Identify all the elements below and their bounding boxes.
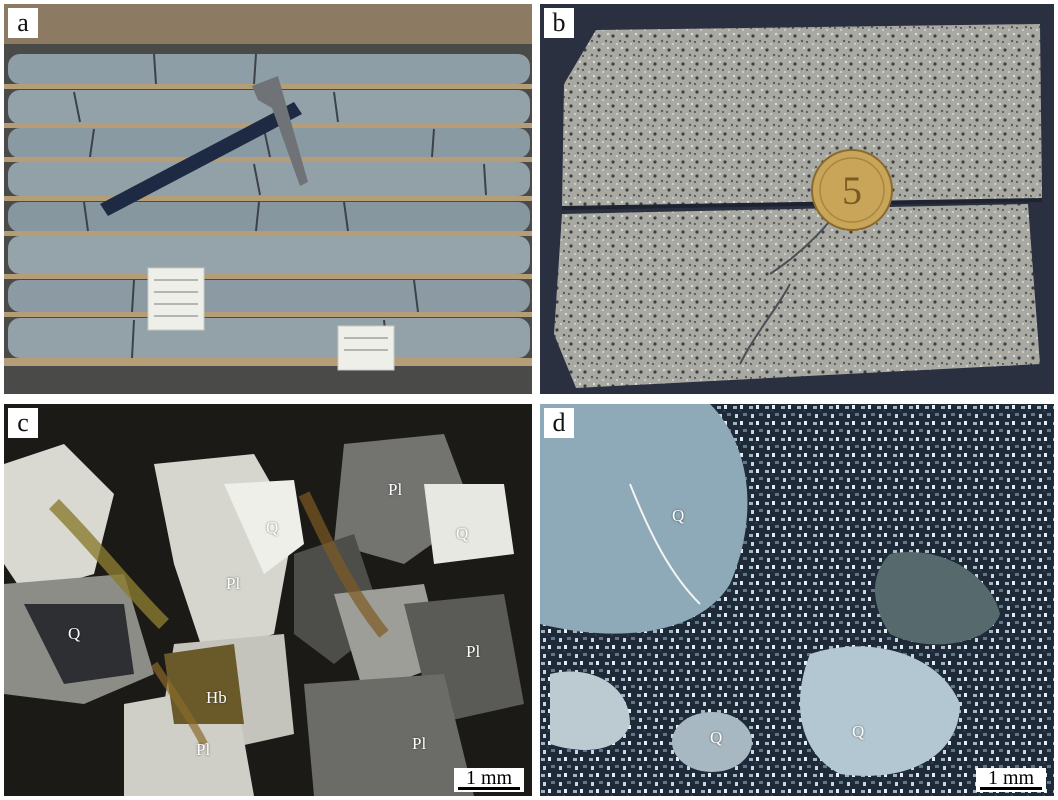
- panel-d-micrograph: d Q Q Q 1 mm: [540, 404, 1054, 796]
- mineral-label-pl: Pl: [412, 734, 427, 753]
- mineral-label-pl: Pl: [196, 740, 211, 759]
- panel-b-hand-specimen-photo: 5 b: [540, 4, 1054, 394]
- thin-section-d: [540, 404, 1054, 796]
- panel-label-b: b: [544, 8, 574, 38]
- coin-numeral: 5: [842, 168, 862, 213]
- scale-bar-label: 1 mm: [465, 767, 513, 789]
- core-rows: [8, 54, 530, 358]
- panel-label-d: d: [544, 408, 574, 438]
- thin-section-c: [4, 404, 532, 796]
- panel-c-micrograph: c Pl Q Q Pl Q Pl Hb Pl Pl 1 mm: [4, 404, 532, 796]
- mineral-label-q: Q: [710, 728, 723, 747]
- mineral-label-pl: Pl: [226, 574, 241, 593]
- coin-scale-reference: 5: [811, 149, 893, 231]
- panel-a-drill-core-photo: a: [4, 4, 532, 394]
- mineral-label-q: Q: [852, 722, 865, 741]
- scale-bar: 1 mm: [976, 768, 1046, 792]
- rock-hammer: [100, 76, 308, 216]
- scale-bar-label: 1 mm: [987, 767, 1035, 789]
- scale-bar: 1 mm: [454, 768, 524, 792]
- scale-bar-line: [458, 787, 520, 790]
- mineral-label-q: Q: [456, 524, 469, 543]
- scale-bar-line: [980, 787, 1042, 790]
- panel-label-a: a: [8, 8, 38, 38]
- mineral-label-pl: Pl: [466, 642, 481, 661]
- mineral-label-q: Q: [672, 506, 685, 525]
- drill-core-box: [4, 4, 532, 394]
- granite-specimen: 5: [540, 4, 1054, 394]
- mineral-label-pl: Pl: [388, 480, 403, 499]
- panel-label-c: c: [8, 408, 38, 438]
- mineral-label-q: Q: [266, 518, 279, 537]
- mineral-label-q: Q: [68, 624, 81, 643]
- mineral-label-hb: Hb: [206, 688, 227, 707]
